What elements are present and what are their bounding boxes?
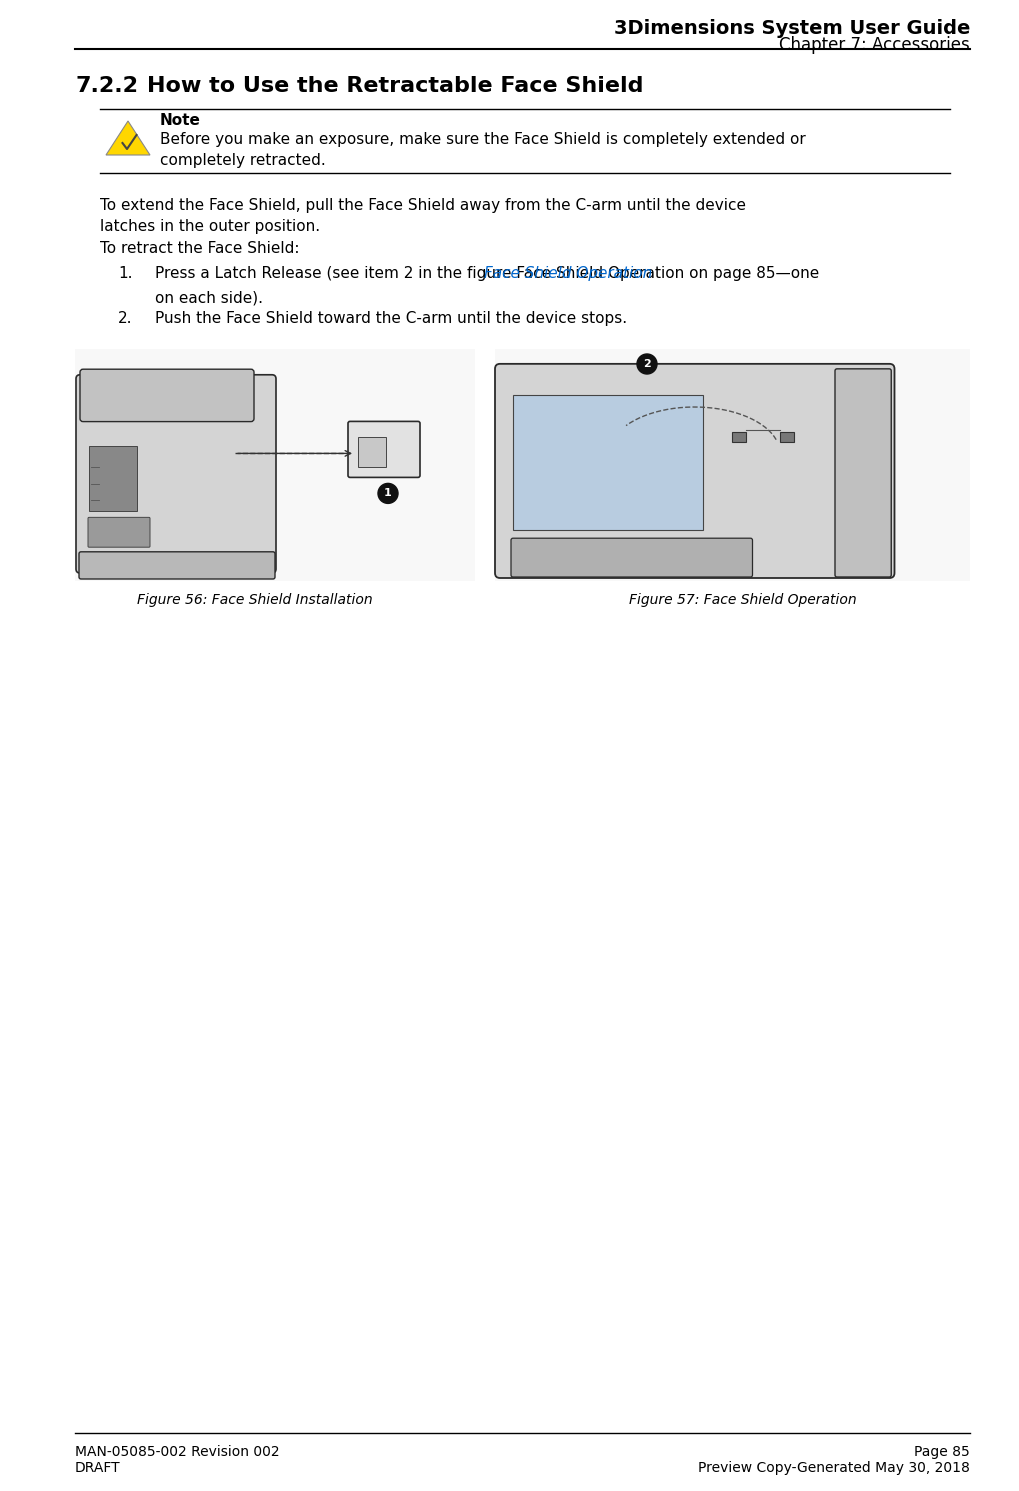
- Bar: [733, 432, 747, 441]
- FancyBboxPatch shape: [495, 364, 895, 579]
- Text: Note: Note: [160, 113, 201, 128]
- Text: Chapter 7: Accessories: Chapter 7: Accessories: [780, 36, 970, 54]
- Text: DRAFT: DRAFT: [75, 1461, 120, 1475]
- FancyBboxPatch shape: [79, 552, 275, 579]
- Text: To retract the Face Shield:: To retract the Face Shield:: [100, 242, 300, 256]
- FancyBboxPatch shape: [511, 538, 752, 577]
- FancyBboxPatch shape: [88, 517, 150, 547]
- FancyBboxPatch shape: [76, 374, 276, 573]
- Text: Before you make an exposure, make sure the Face Shield is completely extended or: Before you make an exposure, make sure t…: [160, 133, 806, 168]
- Text: Preview Copy-Generated May 30, 2018: Preview Copy-Generated May 30, 2018: [698, 1461, 970, 1475]
- Text: Press a Latch Release (see item 2 in the figure Face Shield Operation on page 85: Press a Latch Release (see item 2 in the…: [155, 265, 819, 280]
- Text: How to Use the Retractable Face Shield: How to Use the Retractable Face Shield: [147, 76, 644, 95]
- Bar: [513, 395, 703, 529]
- Bar: [495, 349, 970, 581]
- Text: 1.: 1.: [118, 265, 132, 280]
- Text: 2.: 2.: [118, 312, 132, 327]
- Text: 1: 1: [384, 489, 392, 498]
- Text: 3Dimensions System User Guide: 3Dimensions System User Guide: [613, 19, 970, 37]
- Circle shape: [378, 483, 398, 504]
- FancyBboxPatch shape: [81, 370, 254, 422]
- Text: on each side).: on each side).: [155, 291, 263, 306]
- Polygon shape: [106, 121, 150, 155]
- Text: Push the Face Shield toward the C-arm until the device stops.: Push the Face Shield toward the C-arm un…: [155, 312, 627, 327]
- Text: Figure 56: Face Shield Installation: Figure 56: Face Shield Installation: [138, 593, 373, 607]
- Text: 7.2.2: 7.2.2: [75, 76, 138, 95]
- Circle shape: [637, 353, 657, 374]
- Bar: [358, 437, 386, 467]
- Bar: [89, 446, 137, 511]
- Bar: [780, 432, 794, 441]
- Text: Figure 57: Face Shield Operation: Figure 57: Face Shield Operation: [629, 593, 856, 607]
- FancyBboxPatch shape: [835, 368, 892, 577]
- Bar: [75, 349, 475, 581]
- Text: To extend the Face Shield, pull the Face Shield away from the C-arm until the de: To extend the Face Shield, pull the Face…: [100, 198, 746, 234]
- Text: Face Shield Operation: Face Shield Operation: [484, 265, 652, 280]
- Text: 2: 2: [643, 359, 651, 368]
- FancyBboxPatch shape: [348, 422, 420, 477]
- Text: Page 85: Page 85: [914, 1445, 970, 1460]
- Text: MAN-05085-002 Revision 002: MAN-05085-002 Revision 002: [75, 1445, 279, 1460]
